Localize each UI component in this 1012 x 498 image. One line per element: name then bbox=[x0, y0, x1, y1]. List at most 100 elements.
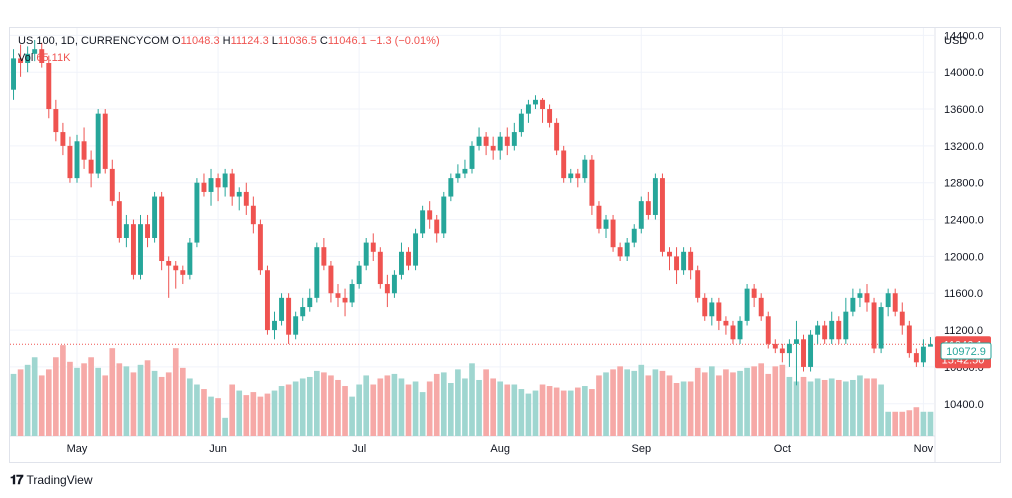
volume-bar bbox=[814, 378, 821, 436]
secondary-price-tag-value: 10972.9 bbox=[946, 346, 986, 358]
volume-bar bbox=[857, 375, 863, 436]
candle-body bbox=[25, 53, 31, 63]
candle-body bbox=[695, 270, 701, 298]
candle-body bbox=[427, 210, 433, 220]
candle-body bbox=[892, 293, 898, 312]
candle-body bbox=[836, 320, 842, 340]
candle-body bbox=[681, 251, 687, 271]
volume-bar bbox=[363, 375, 370, 436]
candle-body bbox=[652, 178, 658, 215]
candle-body bbox=[420, 210, 426, 234]
candle-body bbox=[180, 270, 186, 275]
volume-bar bbox=[793, 381, 800, 436]
volume-bar bbox=[222, 417, 228, 436]
volume-bar bbox=[356, 384, 362, 436]
volume-bar bbox=[285, 384, 292, 436]
close-label: C bbox=[319, 35, 328, 47]
candle-body bbox=[173, 265, 179, 271]
candle-body bbox=[138, 224, 143, 275]
volume-bar bbox=[201, 389, 207, 436]
candle-body bbox=[229, 173, 235, 197]
candle-body bbox=[871, 302, 877, 349]
y-tick-label: 10400.0 bbox=[944, 399, 984, 411]
candle-body bbox=[547, 109, 553, 123]
candle-body bbox=[109, 168, 115, 202]
candle-body bbox=[187, 242, 193, 275]
volume-bar bbox=[708, 366, 715, 436]
candle-body bbox=[772, 343, 778, 349]
volume-bar bbox=[603, 372, 609, 436]
open-label: O bbox=[172, 35, 181, 47]
y-tick-label: 12400.0 bbox=[944, 215, 984, 227]
x-tick-label: Sep bbox=[631, 443, 651, 455]
tradingview-brand[interactable]: 𝟏𝟕 TradingView bbox=[10, 472, 93, 488]
candle-body bbox=[130, 224, 136, 275]
candle-body bbox=[850, 297, 856, 312]
candle-body bbox=[667, 251, 672, 257]
volume-bar bbox=[511, 384, 518, 436]
volume-bar bbox=[850, 379, 856, 436]
high-label: H bbox=[222, 35, 231, 47]
candle-body bbox=[702, 297, 708, 317]
low-value: 11036.5 bbox=[277, 35, 317, 47]
volume-bar bbox=[45, 369, 52, 436]
candle-body bbox=[335, 293, 341, 298]
candle-body bbox=[638, 201, 644, 229]
volume-bar bbox=[74, 367, 80, 436]
volume-bar bbox=[144, 360, 151, 436]
candle-body bbox=[328, 265, 334, 294]
y-tick-label: 14400.0 bbox=[944, 30, 984, 42]
volume-bar bbox=[81, 363, 87, 436]
tradingview-logo-icon: 𝟏𝟕 bbox=[10, 472, 24, 487]
volume-bar bbox=[165, 372, 172, 436]
candle-body bbox=[716, 302, 722, 321]
volume-bar bbox=[264, 393, 271, 436]
volume-bar bbox=[67, 361, 73, 436]
volume-bar bbox=[631, 370, 638, 436]
volume-bar bbox=[194, 384, 200, 436]
x-tick-label: Jul bbox=[352, 443, 366, 455]
volume-bar bbox=[17, 369, 24, 436]
volume-bar bbox=[412, 381, 419, 436]
candle-body bbox=[384, 284, 390, 294]
high-value: 11124.3 bbox=[230, 35, 269, 47]
volume-bar bbox=[899, 411, 906, 436]
candle-body bbox=[490, 145, 496, 151]
candle-body bbox=[864, 293, 870, 303]
candle-body bbox=[60, 132, 66, 146]
volume-bar bbox=[116, 363, 123, 436]
volume-bar bbox=[596, 375, 602, 436]
candle-body bbox=[589, 159, 595, 206]
y-tick-label: 14000.0 bbox=[944, 67, 984, 79]
volume-bar bbox=[278, 386, 285, 436]
candle-body bbox=[483, 136, 489, 146]
candle-body bbox=[194, 182, 200, 243]
volume-bar bbox=[38, 375, 45, 436]
candle-body bbox=[533, 99, 538, 105]
candle-body bbox=[53, 109, 59, 133]
candle-body bbox=[314, 247, 320, 298]
volume-bar bbox=[927, 411, 934, 436]
candle-body bbox=[398, 251, 404, 275]
volume-bar bbox=[610, 369, 616, 436]
candle-body bbox=[349, 284, 355, 303]
volume-bar bbox=[187, 378, 193, 436]
volume-bar bbox=[652, 369, 659, 436]
volume-bar bbox=[102, 375, 109, 436]
candle-body bbox=[123, 224, 129, 238]
candle-body bbox=[222, 173, 228, 188]
volume-bar bbox=[405, 384, 412, 436]
candle-body bbox=[568, 173, 574, 179]
volume-bar bbox=[31, 357, 38, 436]
candle-body bbox=[829, 320, 835, 340]
candle-body bbox=[377, 251, 383, 285]
volume-bar bbox=[292, 381, 299, 436]
candle-body bbox=[469, 145, 475, 169]
candle-body bbox=[582, 159, 588, 179]
candle-body bbox=[455, 173, 461, 179]
volume-bar bbox=[645, 375, 652, 436]
candle-body bbox=[300, 307, 306, 317]
candle-body bbox=[81, 141, 87, 160]
volume-bar bbox=[433, 373, 440, 436]
